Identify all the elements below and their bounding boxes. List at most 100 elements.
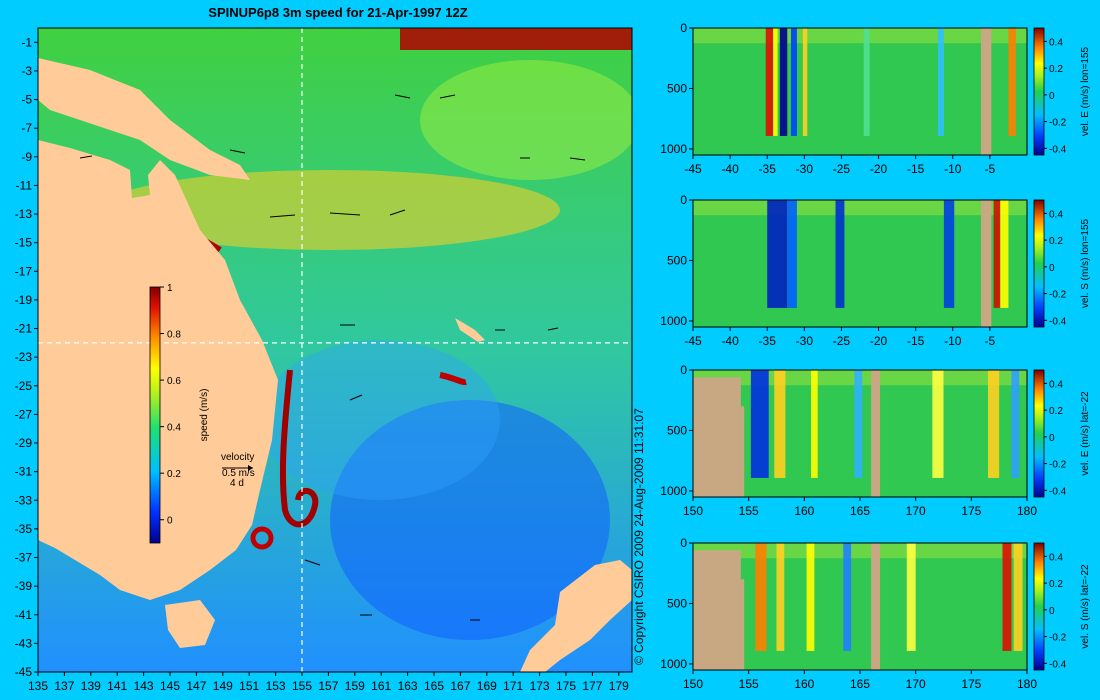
section-land-mask [871, 543, 881, 670]
section-feature [835, 200, 845, 308]
velocity-colorbar-tick-label: 0 [1049, 433, 1055, 444]
section-field [693, 370, 1027, 497]
map-x-tick-label: 157 [318, 679, 338, 693]
speed-colorbar-label: speed (m/s) [199, 389, 210, 442]
map-x-tick-label: 145 [160, 679, 180, 693]
map-y-tick-label: -39 [15, 579, 33, 593]
section-x-tick-label: 150 [683, 504, 703, 518]
section-feature [811, 370, 818, 478]
section-land-mask [740, 579, 745, 670]
section-y-tick-label: 500 [667, 81, 687, 95]
section-feature [790, 28, 797, 136]
section-feature [755, 543, 767, 651]
map-y-tick-label: -7 [21, 121, 32, 135]
section-panel-3: 150 155 160 165 170 175 180 0 500 1000 0.4 0.2 0 -0.2… [660, 363, 1091, 518]
map-y-tick-label: -3 [21, 64, 32, 78]
map-x-tick-label: 147 [186, 679, 206, 693]
speed-colorbar-ticks: 0 0.2 0.4 0.6 0.8 1 [160, 283, 181, 527]
copyright-text: © Copyright CSIRO 2009 24-Aug-2009 11:31… [632, 408, 646, 665]
section-background [693, 543, 1027, 670]
section-x-tick-label: -15 [907, 162, 925, 176]
section-x-tick-label: -30 [796, 334, 814, 348]
map-y-tick-label: -43 [15, 636, 33, 650]
section-x-tick-label: -20 [870, 162, 888, 176]
section-x-tick-label: -25 [833, 162, 851, 176]
section-x-tick-label: -15 [907, 334, 925, 348]
section-land-mask [693, 550, 741, 670]
map-x-tick-label: 173 [530, 679, 550, 693]
section-feature [993, 200, 1001, 308]
section-x-tick-label: -40 [721, 162, 739, 176]
map-y-tick-label: -9 [21, 150, 32, 164]
speed-colorbar-tick-label: 0.8 [167, 330, 181, 341]
warm-core-eddy [250, 526, 274, 550]
section-land-mask [980, 200, 992, 327]
velocity-colorbar-tick-label: 0.2 [1049, 236, 1063, 247]
section-x-tick-label: 150 [683, 677, 703, 691]
velocity-colorbar-tick-label: 0.4 [1049, 209, 1063, 220]
velocity-key: velocity 0.5 m/s 4 d [221, 452, 255, 489]
velocity-colorbar-tick-label: -0.2 [1049, 460, 1067, 471]
velocity-colorbar-tick-label: 0.2 [1049, 579, 1063, 590]
velocity-colorbar [1033, 27, 1045, 156]
section-feature [774, 370, 786, 478]
section-frame [692, 27, 1028, 156]
surface-layer [693, 543, 1027, 559]
surface-layer [693, 200, 1027, 216]
velocity-colorbar-label: vel. S (m/s) lat=-22 [1080, 564, 1091, 649]
map-x-tick-label: 143 [134, 679, 154, 693]
speed-colorbar-tick-label: 0.4 [167, 423, 181, 434]
map-y-tick-label: -21 [15, 322, 33, 336]
map-y-tick-label: -5 [21, 93, 32, 107]
map-y-tick-label: -23 [15, 350, 33, 364]
section-x-tick-label: 165 [850, 677, 870, 691]
velocity-colorbar-tick-label: 0 [1049, 263, 1055, 274]
map-x-tick-label: 139 [81, 679, 101, 693]
section-y-tick-label: 1000 [660, 314, 687, 328]
eddy-filament [439, 372, 467, 386]
section-x-tick-label: -10 [944, 162, 962, 176]
section-y-tick-label: 0 [680, 536, 687, 550]
velocity-colorbar-tick-label: -0.4 [1049, 659, 1067, 670]
section-land-mask [740, 406, 745, 497]
map-y-tick-label: -27 [15, 407, 33, 421]
section-feature [937, 28, 944, 136]
new-zealand-landmass [520, 560, 632, 672]
section-x-tick-label: -20 [870, 334, 888, 348]
northern-jet [400, 28, 632, 50]
speed-colorbar: 0 0.2 0.4 0.6 0.8 1 speed (m/s) [149, 283, 210, 544]
map-y-tick-label: -1 [21, 35, 32, 49]
section-x-tick-label: 170 [906, 504, 926, 518]
section-feature [1008, 28, 1016, 136]
section-panel-2: -45 -40 -35 -30 -25 -20 -15 -10 -5 0 500 1000 0.4 0.2… [660, 193, 1091, 348]
section-y-tick-label: 1000 [660, 142, 687, 156]
velocity-colorbar-tick-label: 0 [1049, 91, 1055, 102]
section-panel-1: -45 -40 -35 -30 -25 -20 -15 -10 -5 0 500 1000 0.4 0.2… [660, 21, 1091, 176]
section-y-tick-label: 500 [667, 596, 687, 610]
map-y-tick-label: -41 [15, 608, 33, 622]
map-x-tick-label: 163 [398, 679, 418, 693]
section-feature [765, 28, 774, 136]
section-feature [988, 370, 1000, 478]
section-feature [943, 200, 955, 308]
section-background [693, 28, 1027, 155]
new-guinea-landmass [38, 58, 250, 180]
velocity-colorbar-tick-label: -0.4 [1049, 144, 1067, 155]
section-feature [802, 28, 808, 136]
section-x-tick-label: 170 [906, 677, 926, 691]
velocity-colorbar-tick-label: -0.2 [1049, 290, 1067, 301]
map-x-tick-label: 175 [556, 679, 576, 693]
velocity-key-speed: 0.5 m/s [222, 468, 255, 479]
map-x-tick-label: 169 [477, 679, 497, 693]
map-y-tick-label: -11 [16, 178, 33, 192]
section-feature [773, 28, 778, 136]
section-feature [854, 370, 863, 478]
speed-colorbar-tick-label: 0 [167, 516, 173, 527]
section-feature [750, 370, 769, 478]
section-background [693, 200, 1027, 327]
section-feature [843, 543, 852, 651]
section-x-tick-label: 160 [794, 677, 814, 691]
section-y-tick-label: 0 [680, 193, 687, 207]
velocity-vectors [79, 94, 586, 621]
